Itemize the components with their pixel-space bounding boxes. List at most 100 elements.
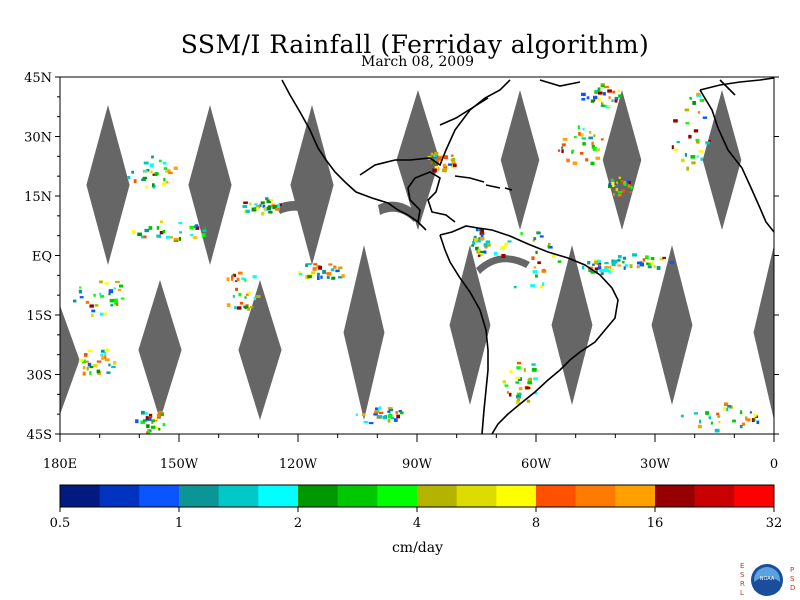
rain-pixel bbox=[534, 391, 538, 395]
rain-pixel bbox=[636, 261, 642, 265]
rain-pixel bbox=[178, 236, 182, 241]
rain-pixel bbox=[140, 410, 145, 415]
coastlines bbox=[281, 77, 774, 434]
rain-pixel bbox=[487, 243, 491, 247]
rain-pixel bbox=[144, 228, 150, 233]
svg-text:L: L bbox=[740, 589, 744, 597]
rain-pixel bbox=[379, 406, 382, 410]
rain-pixel bbox=[692, 100, 696, 105]
rain-pixel bbox=[608, 96, 611, 99]
rain-pixel bbox=[432, 168, 437, 173]
rain-pixel bbox=[645, 255, 649, 260]
rain-pixel bbox=[557, 260, 562, 263]
rain-pixel bbox=[82, 371, 86, 376]
rain-pixel bbox=[621, 189, 625, 193]
no-data-swath bbox=[500, 90, 540, 230]
rain-pixel bbox=[562, 137, 568, 141]
rain-pixel bbox=[607, 105, 611, 108]
rain-pixel bbox=[373, 413, 378, 416]
rain-pixel bbox=[241, 277, 246, 281]
rain-pixel bbox=[141, 235, 145, 239]
rain-areas bbox=[72, 83, 760, 434]
colorbar-tick-label: 1 bbox=[175, 516, 183, 531]
rain-pixel bbox=[688, 134, 692, 139]
rain-pixel bbox=[646, 262, 649, 265]
rain-pixel bbox=[131, 170, 135, 174]
rain-pixel bbox=[119, 284, 124, 288]
rain-pixel bbox=[230, 277, 234, 281]
noaa-logo: E S R L NOAA P S D bbox=[740, 562, 795, 597]
rain-pixel bbox=[82, 366, 86, 370]
rain-pixel bbox=[477, 248, 481, 252]
rain-pixel bbox=[143, 161, 149, 165]
rain-pixel bbox=[328, 263, 333, 266]
colorbar-tick-label: 8 bbox=[532, 516, 540, 531]
chart-date: March 08, 2009 bbox=[360, 54, 475, 70]
no-data-swath bbox=[188, 105, 232, 265]
rain-pixel bbox=[158, 159, 162, 163]
rain-pixel bbox=[253, 207, 257, 210]
rain-pixel bbox=[602, 92, 606, 96]
colorbar-swatch bbox=[258, 485, 299, 507]
rain-pixel bbox=[581, 137, 586, 140]
rain-pixel bbox=[611, 99, 614, 102]
rain-pixel bbox=[114, 300, 119, 305]
lon-label: 150W bbox=[160, 457, 199, 472]
rain-pixel bbox=[600, 272, 604, 276]
no-data-swath bbox=[290, 105, 334, 265]
rain-pixel bbox=[152, 186, 155, 189]
rain-pixel bbox=[104, 355, 107, 360]
rain-pixel bbox=[368, 422, 374, 425]
rain-pixel bbox=[598, 259, 602, 263]
rain-pixel bbox=[739, 424, 743, 429]
rain-pixel bbox=[472, 240, 476, 245]
rain-pixel bbox=[582, 142, 586, 146]
rain-pixel bbox=[243, 201, 248, 204]
rain-pixel bbox=[561, 149, 564, 153]
rain-pixel bbox=[82, 359, 86, 364]
rain-pixel bbox=[277, 204, 280, 209]
colorbar-tick-label: 0.5 bbox=[50, 516, 71, 531]
rain-pixel bbox=[434, 158, 437, 162]
rain-pixel bbox=[232, 294, 235, 298]
rain-pixel bbox=[236, 306, 242, 310]
rain-pixel bbox=[611, 259, 614, 264]
rain-pixel bbox=[374, 410, 379, 414]
rain-pixel bbox=[732, 419, 736, 423]
rain-pixel bbox=[642, 258, 646, 262]
rain-pixel bbox=[451, 161, 456, 165]
rain-pixel bbox=[91, 309, 96, 313]
rain-pixel bbox=[341, 274, 345, 278]
rain-pixel bbox=[608, 184, 613, 189]
rain-pixel bbox=[89, 365, 94, 369]
rain-pixel bbox=[582, 128, 585, 131]
no-data-swath bbox=[702, 90, 742, 230]
rain-pixel bbox=[377, 415, 383, 419]
rain-pixel bbox=[566, 158, 570, 163]
rain-pixel bbox=[279, 203, 282, 207]
rain-pixel bbox=[108, 363, 111, 367]
rain-pixel bbox=[624, 264, 629, 267]
rain-pixel bbox=[442, 163, 447, 167]
rain-pixel bbox=[193, 225, 197, 229]
rain-pixel bbox=[526, 399, 531, 403]
rain-pixel bbox=[673, 119, 678, 123]
rain-pixel bbox=[518, 387, 523, 391]
rain-pixel bbox=[541, 269, 547, 273]
rain-pixel bbox=[318, 265, 323, 270]
rain-pixel bbox=[298, 271, 301, 275]
rain-pixel bbox=[164, 170, 169, 173]
lon-axis: 180E 150W 120W 90W 60W 30W 0 bbox=[43, 434, 778, 472]
rain-pixel bbox=[166, 169, 171, 173]
colorbar-swatch bbox=[734, 485, 775, 507]
colorbar-swatch bbox=[496, 485, 537, 507]
rain-pixel bbox=[94, 304, 99, 307]
rain-pixel bbox=[611, 262, 616, 267]
rain-pixel bbox=[690, 155, 696, 159]
no-data-swath bbox=[551, 245, 593, 405]
no-data-swath bbox=[476, 255, 530, 274]
rain-pixel bbox=[140, 420, 146, 425]
rain-pixel bbox=[507, 240, 512, 243]
rain-pixel bbox=[137, 232, 142, 237]
rain-pixel bbox=[604, 85, 609, 89]
